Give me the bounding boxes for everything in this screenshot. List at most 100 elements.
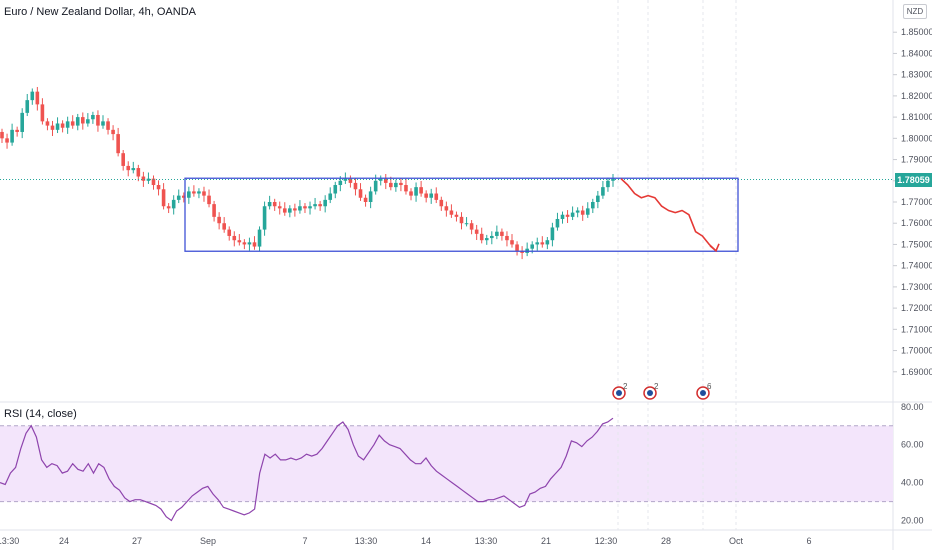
- candle-body: [197, 191, 201, 194]
- candle-body: [181, 195, 186, 198]
- candle-body: [318, 204, 322, 207]
- event-marker-count: 2: [623, 382, 628, 391]
- candle-body: [575, 210, 580, 213]
- candle-body: [252, 242, 257, 247]
- candle-body: [121, 153, 125, 166]
- candle-body: [101, 121, 105, 126]
- candle-body: [596, 195, 600, 202]
- candle-body: [20, 112, 24, 132]
- range-box: [184, 177, 739, 252]
- candle-body: [449, 210, 454, 215]
- currency-badge[interactable]: NZD: [903, 4, 927, 19]
- candle-body: [606, 180, 610, 188]
- candle-body: [151, 178, 156, 186]
- candle-body: [540, 242, 545, 245]
- candle-body: [308, 206, 312, 209]
- price-tick-label: 1.69000: [901, 367, 932, 377]
- candle-body: [555, 218, 560, 228]
- candle-body: [60, 123, 65, 128]
- candle-body: [358, 189, 363, 198]
- candle-body: [257, 229, 262, 247]
- time-tick-label: 7: [302, 536, 307, 546]
- candle-body: [515, 244, 519, 251]
- candle-body: [429, 193, 434, 198]
- candle-body: [424, 193, 428, 198]
- event-marker-count: 6: [707, 382, 712, 391]
- symbol-title[interactable]: Euro / New Zealand Dollar, 4h, OANDA: [4, 6, 196, 18]
- candle-body: [545, 240, 550, 245]
- event-marker-flag: [647, 390, 653, 396]
- candle-body: [86, 119, 90, 124]
- price-tick-label: 1.74000: [901, 261, 932, 271]
- candle-body: [202, 191, 206, 196]
- candle-body: [55, 123, 60, 130]
- candle-body: [35, 91, 40, 105]
- candle-body: [106, 121, 110, 130]
- candle-body: [474, 229, 479, 234]
- candle-body: [464, 223, 469, 225]
- candle-body: [414, 187, 418, 196]
- candle-body: [303, 206, 307, 209]
- candle-body: [80, 117, 85, 124]
- candle-body: [313, 204, 317, 207]
- candle-body: [40, 104, 45, 122]
- time-tick-label: Sep: [200, 536, 216, 546]
- price-tick-label: 1.70000: [901, 346, 932, 356]
- event-marker: 2: [643, 382, 659, 400]
- candle-body: [0, 131, 4, 139]
- time-tick-label: 12:30: [595, 536, 618, 546]
- candle-body: [187, 191, 191, 198]
- rsi-title[interactable]: RSI (14, close): [4, 408, 77, 420]
- candle-body: [5, 138, 9, 143]
- candle-body: [136, 168, 141, 177]
- price-tick-label: 1.81000: [901, 112, 932, 122]
- last-price-tag: 1.78059: [895, 172, 932, 187]
- candle-body: [550, 227, 555, 241]
- rsi-tick-label: 20.00: [901, 516, 924, 526]
- candle-body: [434, 193, 439, 200]
- candle-body: [389, 182, 393, 188]
- candle-body: [222, 223, 226, 230]
- candle-body: [111, 129, 115, 135]
- projection-arrowhead: [709, 243, 720, 253]
- candle-body: [247, 242, 252, 245]
- candle-body: [535, 242, 540, 245]
- candle-body: [96, 114, 100, 126]
- time-tick-label: 14: [421, 536, 431, 546]
- candle-body: [333, 185, 338, 194]
- candle-body: [404, 185, 408, 192]
- candle-body: [323, 199, 327, 207]
- candle-body: [242, 242, 247, 245]
- time-tick-label: 27: [132, 536, 142, 546]
- event-marker-flag: [616, 390, 622, 396]
- price-tick-label: 1.71000: [901, 324, 932, 334]
- candle-body: [65, 121, 70, 128]
- candle-body: [212, 204, 216, 217]
- candle-body: [30, 91, 35, 101]
- candle-body: [131, 168, 136, 171]
- candle-body: [363, 197, 368, 202]
- candle-body: [490, 235, 494, 239]
- candle-body: [383, 178, 388, 183]
- candle-body: [277, 206, 282, 209]
- candle-body: [338, 180, 343, 186]
- candle-body: [262, 206, 267, 230]
- candle-body: [459, 216, 464, 224]
- event-marker-flag: [700, 390, 706, 396]
- candle-body: [439, 199, 444, 207]
- candle-body: [580, 210, 585, 215]
- candle-body: [293, 208, 297, 211]
- candle-body: [126, 165, 131, 171]
- candle-body: [45, 121, 50, 126]
- candle-body: [116, 134, 120, 154]
- candle-body: [15, 129, 19, 132]
- candle-body: [227, 229, 232, 236]
- candle-body: [267, 202, 272, 207]
- time-tick-label: 24: [59, 536, 69, 546]
- candle-body: [505, 235, 509, 241]
- candle-body: [10, 129, 14, 143]
- candle-body: [75, 117, 80, 126]
- price-tick-label: 1.84000: [901, 48, 932, 58]
- candle-body: [171, 199, 176, 209]
